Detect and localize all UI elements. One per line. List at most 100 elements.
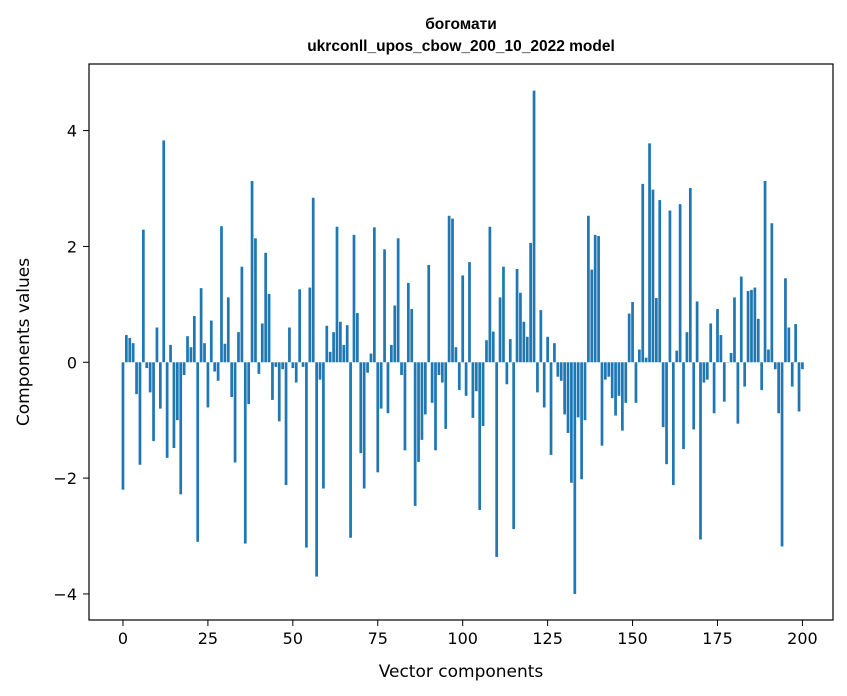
bar — [423, 362, 427, 415]
bar — [284, 362, 288, 486]
bar — [254, 238, 257, 363]
bar — [621, 362, 624, 431]
bar — [502, 266, 505, 363]
bar — [539, 310, 543, 363]
bar — [379, 362, 383, 409]
bar — [671, 362, 675, 486]
bar — [192, 315, 196, 363]
bar — [135, 362, 138, 395]
bar — [457, 362, 461, 391]
bar — [196, 362, 200, 542]
bar — [753, 287, 757, 363]
bar — [413, 362, 417, 506]
bar — [352, 234, 356, 363]
bar — [719, 335, 723, 363]
bar — [383, 249, 386, 363]
bar — [318, 362, 322, 380]
bar — [515, 269, 519, 363]
bar — [165, 362, 169, 458]
x-axis-label: Vector components — [379, 662, 544, 682]
bar — [434, 362, 437, 451]
y-axis-label: Components values — [14, 258, 34, 426]
bar — [553, 343, 556, 363]
bar — [247, 362, 251, 404]
y-tick-label: 4 — [67, 122, 77, 141]
bar — [699, 362, 702, 540]
bar — [573, 362, 577, 594]
bar — [125, 335, 128, 363]
bar — [549, 362, 553, 455]
bar — [532, 90, 536, 363]
bar — [277, 362, 281, 422]
bar — [648, 143, 651, 363]
bar — [736, 362, 740, 424]
bar — [729, 353, 733, 363]
x-tick-label: 50 — [283, 629, 303, 648]
bar — [627, 313, 631, 363]
bar — [709, 323, 713, 363]
bar — [444, 362, 448, 429]
bar — [770, 223, 774, 363]
bar — [396, 238, 400, 363]
bar — [138, 362, 142, 465]
bar — [393, 305, 397, 363]
bar — [712, 362, 716, 414]
x-tick-label: 75 — [368, 629, 388, 648]
bar — [624, 362, 628, 403]
bar — [430, 362, 434, 403]
bar — [580, 362, 583, 480]
y-axis-ticks: −4 −2 0 2 4 — [53, 122, 89, 604]
bar — [369, 353, 373, 363]
bar — [559, 362, 563, 381]
bar — [797, 362, 801, 412]
bar — [702, 362, 706, 383]
bar — [128, 337, 132, 363]
bar — [400, 362, 403, 376]
bar — [634, 362, 638, 403]
bar — [570, 362, 573, 483]
bar — [587, 215, 590, 363]
bar — [773, 362, 777, 370]
bar — [447, 215, 451, 363]
bar — [328, 351, 332, 363]
bar — [427, 264, 431, 363]
bar — [390, 344, 393, 363]
y-tick-label: 0 — [67, 353, 77, 372]
bar — [305, 362, 308, 548]
bar — [386, 362, 390, 414]
bar — [692, 362, 696, 430]
bar — [654, 297, 658, 363]
bar — [339, 321, 342, 363]
bar — [179, 362, 183, 495]
bar — [169, 344, 172, 363]
bar — [417, 362, 420, 462]
bar — [600, 362, 604, 446]
bar — [760, 362, 764, 391]
bar — [641, 183, 645, 363]
bar — [461, 275, 465, 363]
bar — [617, 362, 621, 396]
bar — [175, 362, 179, 421]
bar — [281, 362, 284, 370]
bar — [733, 297, 736, 363]
bar — [604, 362, 607, 380]
bar — [695, 301, 699, 363]
bar — [148, 362, 152, 393]
bar — [688, 187, 692, 363]
bar — [536, 362, 539, 393]
bar — [675, 350, 679, 363]
x-tick-label: 25 — [198, 629, 218, 648]
bar — [257, 362, 261, 374]
bar — [716, 308, 719, 363]
bar — [250, 180, 254, 363]
bar — [223, 343, 227, 363]
bar — [665, 362, 668, 465]
x-tick-label: 100 — [447, 629, 478, 648]
y-tick-label: −2 — [53, 469, 77, 488]
bar — [199, 288, 203, 363]
bar — [777, 362, 780, 414]
bar — [342, 344, 346, 363]
bar — [661, 362, 665, 428]
bar — [746, 291, 750, 363]
bar — [308, 287, 312, 363]
